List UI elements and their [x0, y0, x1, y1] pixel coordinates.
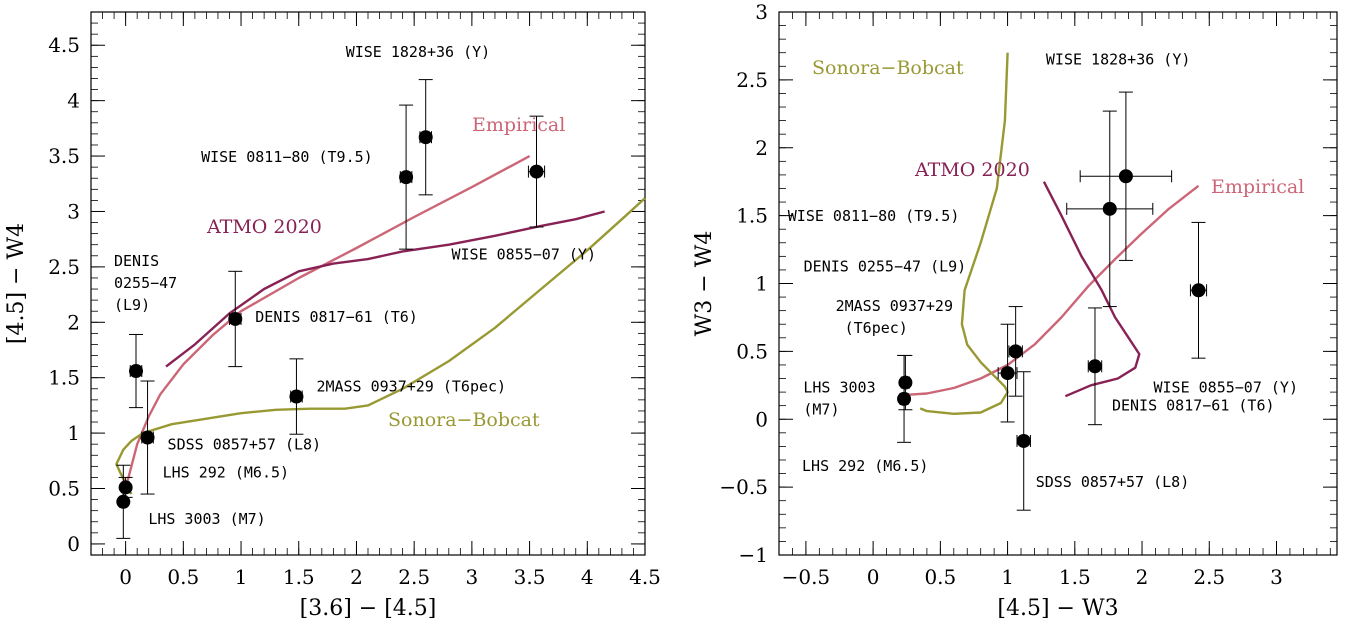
point-label: LHS 3003 (M7) — [803, 379, 875, 419]
y-tick-label: 2 — [67, 310, 80, 334]
y-tick-label: 4 — [67, 89, 80, 113]
point-label: LHS 292 (M6.5) — [802, 457, 928, 475]
point-label: 2MASS 0937+29 (T6pec) — [836, 297, 953, 337]
x-tick-label: 0.5 — [924, 565, 956, 589]
point-label: DENIS 0817−61 (T6) — [1112, 396, 1275, 414]
point-label-line: (L9) — [114, 296, 150, 314]
point-label: LHS 3003 (M7) — [148, 510, 265, 528]
y-axis-label: [4.5] − W4 — [4, 223, 29, 344]
data-point — [1102, 201, 1117, 216]
sonora-bobcat-curve — [919, 52, 1009, 415]
x-tick-label: 0 — [119, 565, 132, 589]
point-label: 2MASS 0937+29 (T6pec) — [316, 378, 506, 396]
point-label: WISE 0855−07 (Y) — [1154, 378, 1299, 396]
y-tick-label: 0.5 — [736, 339, 768, 363]
data-point — [116, 494, 131, 509]
point-label: DENIS 0817−61 (T6) — [255, 308, 418, 326]
y-tick-label: 1.5 — [48, 366, 80, 390]
x-tick-label: 0.5 — [167, 565, 199, 589]
data-point — [289, 389, 304, 404]
x-tick-label: 4.5 — [629, 565, 661, 589]
x-tick-label: 1.5 — [283, 565, 315, 589]
point-label: WISE 0855−07 (Y) — [452, 246, 596, 264]
point-label: DENIS 0255−47 (L9) — [804, 257, 967, 275]
y-tick-label: −0.5 — [719, 475, 768, 499]
data-point — [118, 480, 133, 495]
point-label: SDSS 0857+57 (L8) — [1036, 473, 1190, 491]
y-tick-label: 0 — [67, 532, 80, 556]
curve-annotation: ATMO 2020 — [206, 216, 322, 238]
point-label: WISE 0811−80 (T9.5) — [788, 207, 960, 225]
point-label-line: LHS 3003 — [803, 379, 875, 397]
x-tick-label: 1.5 — [1059, 565, 1091, 589]
x-tick-label: 1 — [1001, 565, 1014, 589]
x-tick-label: 3 — [1270, 565, 1283, 589]
empirical-curve — [118, 155, 531, 506]
curve-annotation: Empirical — [1211, 176, 1304, 198]
x-tick-label: 2 — [1136, 565, 1149, 589]
data-point — [1000, 366, 1015, 381]
y-tick-label: 1 — [755, 272, 768, 296]
y-tick-label: 3 — [755, 0, 768, 24]
empirical-curve — [906, 184, 1200, 396]
curve-annotation: Sonora−Bobcat — [388, 409, 540, 431]
x-tick-label: 1 — [235, 565, 248, 589]
x-tick-label: 2.5 — [1193, 565, 1225, 589]
data-point — [228, 311, 243, 326]
y-tick-label: 3 — [67, 199, 80, 223]
x-tick-label: 3.5 — [514, 565, 546, 589]
data-point — [1087, 359, 1102, 374]
point-label: SDSS 0857+57 (L8) — [168, 436, 322, 454]
x-tick-label: 3 — [466, 565, 479, 589]
data-point — [1008, 344, 1023, 359]
point-label-line: (M7) — [803, 401, 839, 419]
x-axis-label: [4.5] − W3 — [997, 596, 1118, 621]
data-point — [140, 430, 155, 445]
point-label: WISE 1828+36 (Y) — [1046, 50, 1191, 68]
data-point — [529, 164, 544, 179]
data-point — [898, 375, 913, 390]
data-point — [1016, 433, 1031, 448]
point-label-line: 0255−47 — [114, 274, 177, 292]
y-tick-label: 1.5 — [736, 204, 768, 228]
point-label: WISE 1828+36 (Y) — [346, 43, 491, 61]
x-tick-label: 0 — [867, 565, 880, 589]
curve-annotation: Sonora−Bobcat — [812, 57, 964, 79]
atmo-2020-curve — [1042, 181, 1141, 398]
y-tick-label: 4.5 — [48, 33, 80, 57]
y-tick-label: 0.5 — [48, 477, 80, 501]
x-tick-label: 4 — [581, 565, 594, 589]
x-tick-label: 2.5 — [398, 565, 430, 589]
left-panel: 0 0.5 1 1.5 2 2.5 3 3.5 4 4.5 0 0.5 1 1.5 2 2.5 3 3.5 4 4.5… — [4, 11, 661, 621]
curve-annotation: Empirical — [472, 114, 565, 136]
data-point — [1118, 169, 1133, 184]
point-label: LHS 292 (M6.5) — [163, 463, 289, 481]
point-label-line: DENIS — [114, 252, 159, 270]
x-tick-label: −0.5 — [782, 565, 831, 589]
y-tick-label: 0 — [755, 407, 768, 431]
y-tick-label: 2.5 — [736, 68, 768, 92]
data-point — [129, 364, 144, 379]
data-point — [1191, 283, 1206, 298]
sonora-bobcat-curve — [115, 197, 646, 495]
y-tick-label: 3.5 — [48, 144, 80, 168]
data-point — [897, 391, 912, 406]
data-point — [418, 130, 433, 145]
y-tick-label: 2.5 — [48, 255, 80, 279]
curve-annotation: ATMO 2020 — [914, 159, 1030, 181]
y-tick-label: 1 — [67, 421, 80, 445]
x-axis-label: [3.6] − [4.5] — [300, 596, 437, 621]
point-label-line: (T6pec) — [836, 319, 908, 337]
data-point — [399, 170, 414, 185]
y-tick-label: 2 — [755, 136, 768, 160]
point-label: WISE 0811−80 (T9.5) — [201, 148, 373, 166]
point-label-line: 2MASS 0937+29 — [836, 297, 953, 315]
x-tick-label: 2 — [350, 565, 363, 589]
y-axis-label: W3 − W4 — [692, 231, 717, 337]
point-label: DENIS 0255−47 (L9) — [114, 252, 177, 314]
y-tick-label: −1 — [739, 543, 768, 567]
right-panel: −0.5 0 0.5 1 1.5 2 2.5 3 −1 −0.5 0 0.5 1 1.5 2 2.5 3 [4.5… — [692, 0, 1338, 621]
